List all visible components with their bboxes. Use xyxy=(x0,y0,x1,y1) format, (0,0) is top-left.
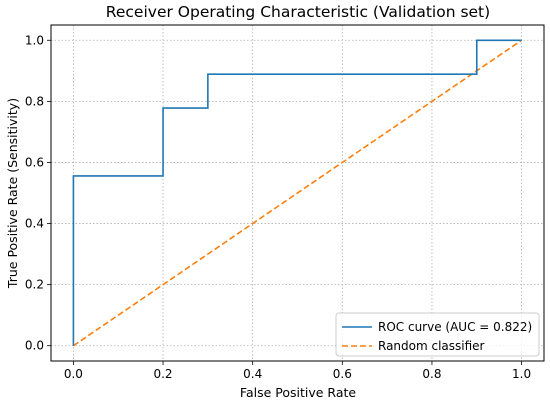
legend: ROC curve (AUC = 0.822) Random classifie… xyxy=(335,312,540,357)
axis-ticks: 0.0 0.2 0.4 0.6 0.8 1.0 0.0 0.2 0.4 0.6 0.8 1.0 xyxy=(25,33,531,381)
x-axis-label: False Positive Rate xyxy=(240,385,356,400)
y-tick-label: 1.0 xyxy=(25,33,44,47)
y-tick-label: 0.6 xyxy=(25,155,44,169)
x-tick-label: 0.8 xyxy=(422,367,441,381)
x-tick-label: 1.0 xyxy=(512,367,531,381)
y-tick-label: 0.0 xyxy=(25,339,44,353)
x-tick-label: 0.0 xyxy=(64,367,83,381)
chart-title: Receiver Operating Characteristic (Valid… xyxy=(106,3,490,21)
legend-roc-label: ROC curve (AUC = 0.822) xyxy=(378,320,532,334)
y-tick-label: 0.4 xyxy=(25,217,44,231)
grid xyxy=(51,25,544,361)
y-tick-label: 0.2 xyxy=(25,278,44,292)
roc-curve-line xyxy=(72,39,522,346)
y-tick-label: 0.8 xyxy=(25,94,44,108)
legend-random-label: Random classifier xyxy=(378,339,485,353)
random-classifier-line xyxy=(72,39,523,347)
plot-frame xyxy=(50,24,545,362)
legend-box xyxy=(335,312,540,357)
x-tick-label: 0.4 xyxy=(243,367,262,381)
x-tick-label: 0.6 xyxy=(333,367,352,381)
series-group xyxy=(72,39,523,347)
x-tick-label: 0.2 xyxy=(153,367,172,381)
y-axis-label: True Positive Rate (Sensitivity) xyxy=(5,98,20,289)
